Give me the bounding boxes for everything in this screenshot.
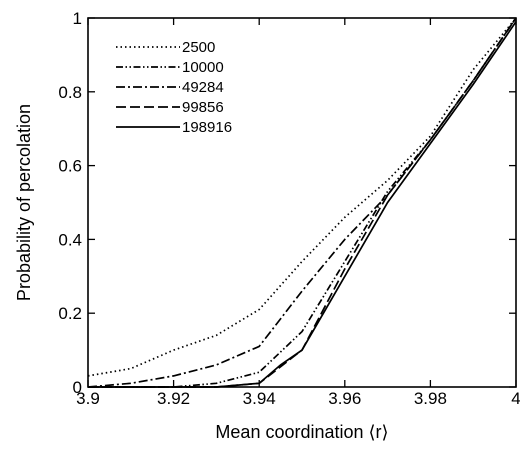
y-tick-label: 0 bbox=[73, 378, 82, 397]
y-tick-label: 0.2 bbox=[58, 304, 82, 323]
x-tick-label: 3.92 bbox=[157, 389, 190, 408]
x-tick-label: 3.96 bbox=[328, 389, 361, 408]
series-line-2500 bbox=[87, 17, 517, 377]
series-line-10000 bbox=[88, 17, 517, 388]
x-tick-label: 3.98 bbox=[414, 389, 447, 408]
y-tick-label: 0.4 bbox=[58, 230, 82, 249]
x-tick-label: 3.94 bbox=[243, 389, 276, 408]
y-tick-label: 0.8 bbox=[58, 83, 82, 102]
legend-label-99856: 99856 bbox=[182, 99, 224, 116]
y-tick-label: 1 bbox=[73, 9, 82, 28]
x-tick-label: 4 bbox=[511, 389, 520, 408]
series-line-49284 bbox=[87, 17, 517, 388]
legend-label-198916: 198916 bbox=[182, 119, 232, 136]
legend: 2500 10000 49284 99856 198916 bbox=[116, 39, 232, 136]
legend-label-2500: 2500 bbox=[182, 39, 215, 56]
x-axis-title: Mean coordination ⟨r⟩ bbox=[215, 422, 388, 442]
x-tick-label: 3.9 bbox=[76, 389, 100, 408]
series-lines bbox=[87, 17, 517, 388]
y-axis-title: Probability of percolation bbox=[14, 104, 34, 301]
plot-frame bbox=[87, 17, 517, 388]
y-tick-label: 0.6 bbox=[58, 157, 82, 176]
axis-ticks: 3.9 3.92 3.94 3.96 3.98 4 0 0.2 0.4 0.6 0.8 1 bbox=[58, 9, 520, 408]
legend-label-49284: 49284 bbox=[182, 79, 224, 96]
legend-label-10000: 10000 bbox=[182, 59, 224, 76]
